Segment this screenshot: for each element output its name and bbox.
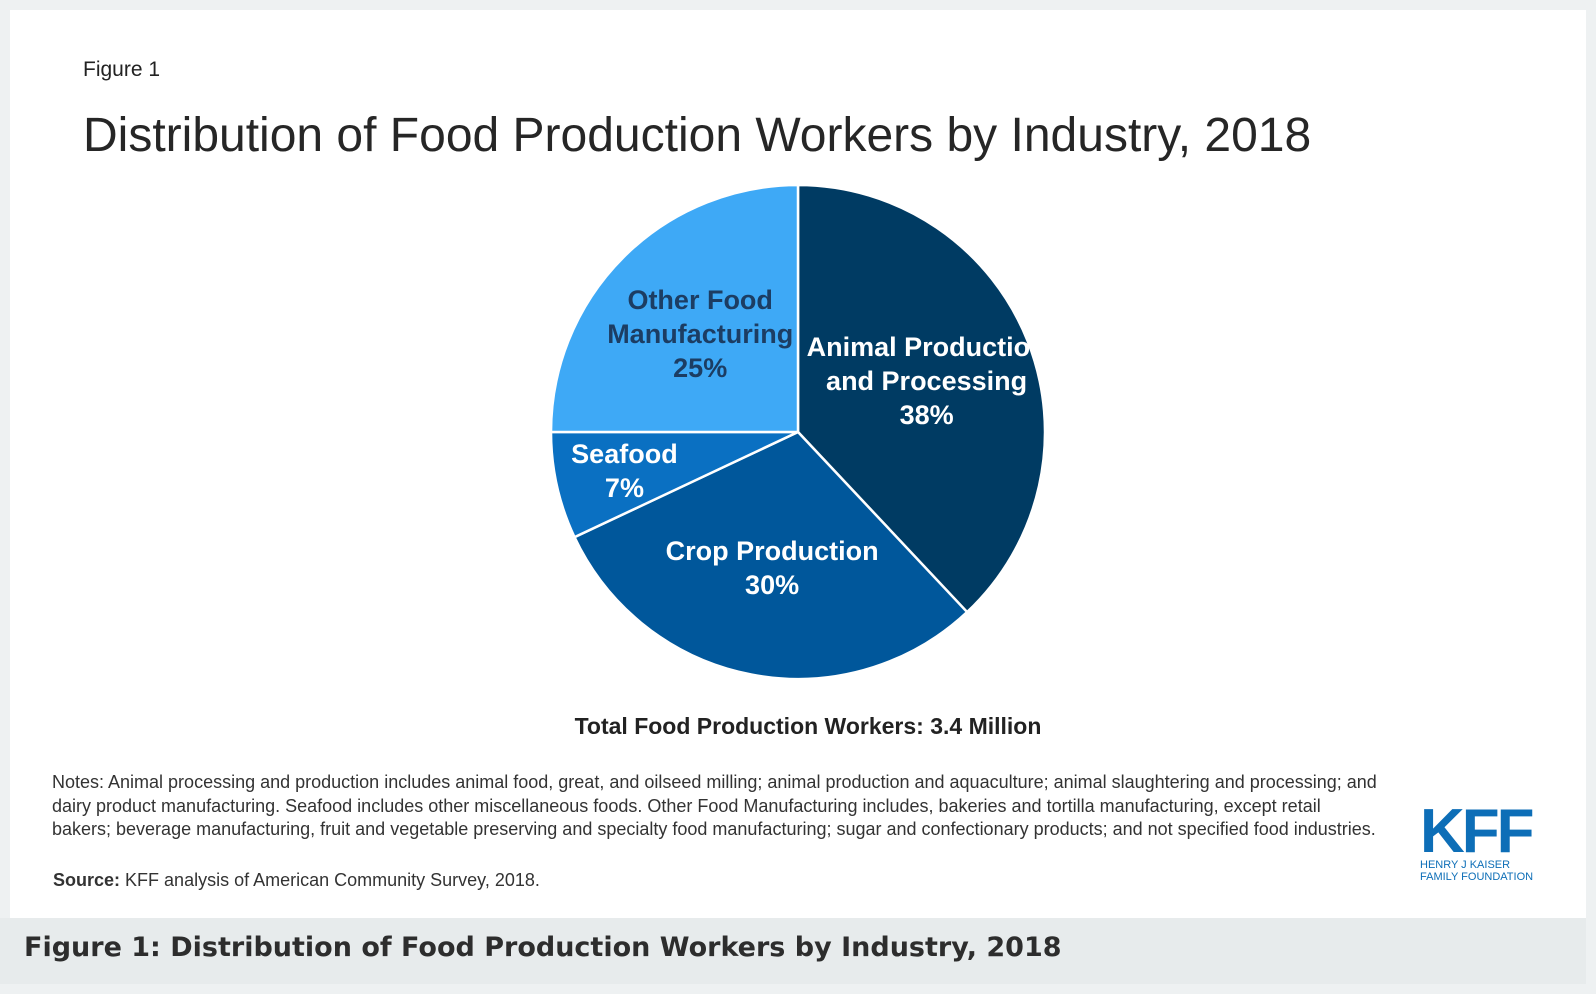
slice-label: Seafood 7% — [494, 437, 754, 505]
figure-card: Figure 1 Distribution of Food Production… — [10, 10, 1586, 918]
figure-label: Figure 1 — [83, 58, 161, 81]
slice-value: 30% — [745, 569, 800, 600]
slice-name: Seafood — [571, 438, 678, 469]
slice-label: Crop Production 30% — [642, 534, 902, 602]
pie-slice — [572, 430, 969, 681]
total-note: Total Food Production Workers: 3.4 Milli… — [574, 713, 1042, 739]
slice-value: 38% — [899, 400, 954, 431]
caption-bar: Figure 1: Distribution of Food Productio… — [0, 918, 1586, 984]
pie-chart — [549, 183, 1047, 681]
slice-label: Animal Production and Processing 38% — [797, 330, 1057, 432]
slice-name: Animal Production and Processing — [806, 332, 1047, 397]
slice-label: Other Food Manufacturing 25% — [570, 283, 830, 385]
caption: Figure 1: Distribution of Food Productio… — [24, 932, 1062, 963]
slice-value: 7% — [604, 472, 644, 503]
pie-slice — [796, 183, 1047, 614]
logo-line: FAMILY FOUNDATION — [1420, 871, 1534, 883]
notes: Notes: Animal processing and production … — [52, 772, 1377, 839]
pie-slice — [549, 183, 800, 434]
slice-name: Crop Production — [665, 535, 879, 566]
source: Source: KFF analysis of American Communi… — [53, 870, 540, 891]
chart-title: Distribution of Food Production Workers … — [83, 109, 1312, 162]
source-label: Source: — [53, 870, 121, 890]
slice-value: 25% — [673, 353, 728, 384]
pie-slice — [549, 430, 799, 539]
logo-line: HENRY J KAISER — [1420, 859, 1511, 871]
logo: KFF HENRY J KAISER FAMILY FOUNDATION — [1420, 797, 1535, 884]
slice-name: Other Food Manufacturing — [607, 285, 794, 350]
source-text: KFF analysis of American Community Surve… — [125, 870, 540, 890]
logo-text: KFF — [1420, 797, 1535, 866]
